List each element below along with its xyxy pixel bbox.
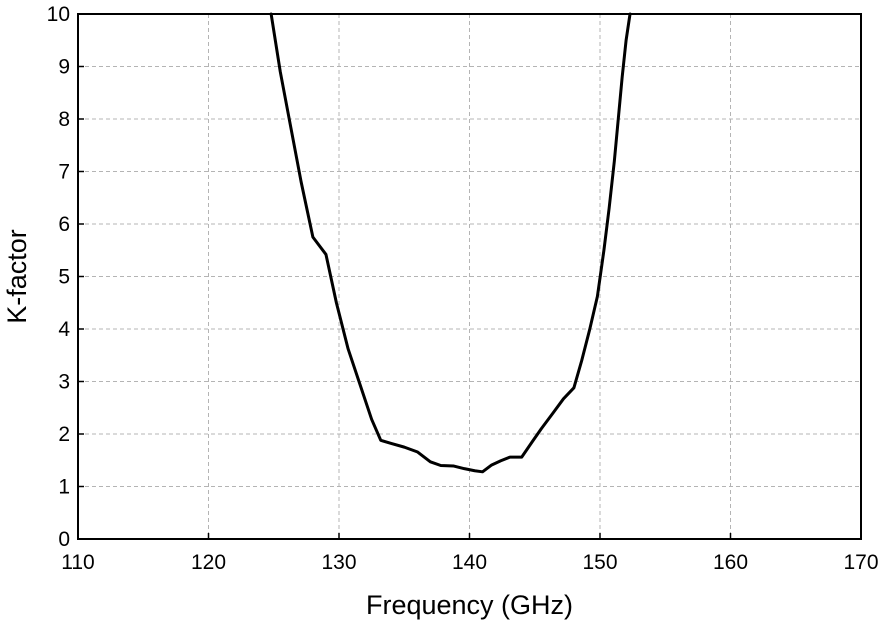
k-factor-line	[269, 12, 632, 474]
x-tick-label: 140	[452, 551, 487, 574]
y-tick-label: 3	[58, 371, 70, 394]
y-tick-label: 9	[58, 56, 70, 79]
y-tick-label: 10	[47, 3, 70, 26]
y-tick-label: 5	[58, 266, 70, 289]
y-tick-label: 4	[58, 318, 70, 341]
y-tick-label: 8	[58, 108, 70, 131]
x-tick-label: 150	[582, 551, 617, 574]
x-tick-label: 120	[191, 551, 226, 574]
x-axis-label: Frequency (GHz)	[366, 590, 573, 620]
x-tick-label: 160	[713, 551, 748, 574]
y-tick-label: 6	[58, 213, 70, 236]
y-tick-label: 2	[58, 423, 70, 446]
grid-lines	[78, 14, 861, 539]
y-tick-label: 7	[58, 161, 70, 184]
x-tick-label: 130	[321, 551, 356, 574]
x-tick-label: 170	[843, 551, 878, 574]
plot-area-frame	[77, 13, 862, 540]
y-axis-label: K-factor	[2, 229, 32, 324]
y-tick-label: 1	[58, 476, 70, 499]
x-tick-labels: 110 120 130 140 150 160 170	[61, 551, 878, 574]
y-tick-label: 0	[58, 528, 70, 551]
y-tick-labels: 0 1 2 3 4 5 6 7 8 9 10	[47, 3, 71, 551]
x-tick-label: 110	[61, 551, 94, 574]
